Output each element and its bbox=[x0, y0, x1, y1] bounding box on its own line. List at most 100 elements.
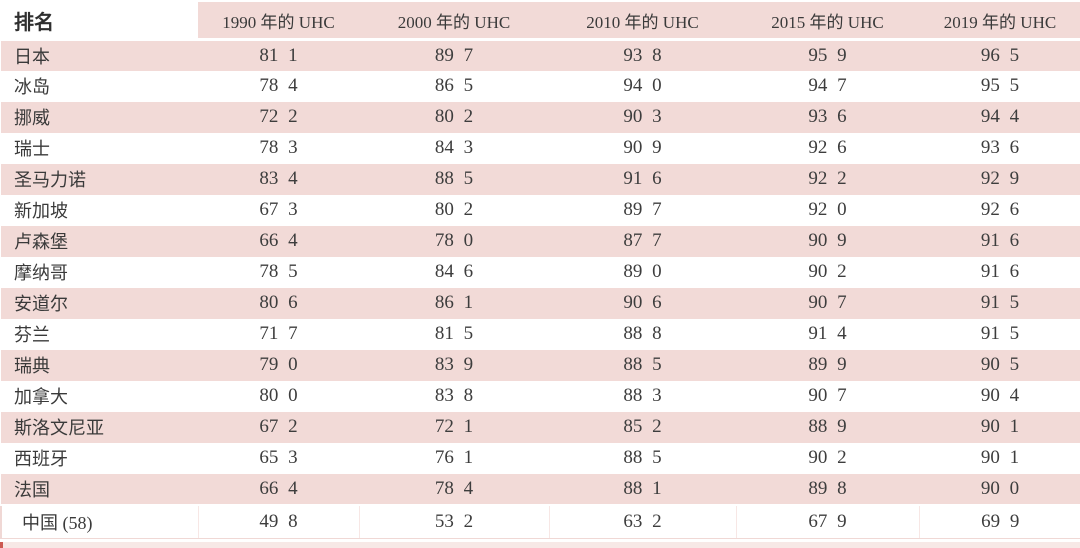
uhc-value-cell: 78 5 bbox=[198, 256, 359, 288]
uhc-value-cell: 84 3 bbox=[359, 132, 549, 164]
uhc-value-cell: 86 5 bbox=[359, 70, 549, 102]
uhc-value-cell: 76 1 bbox=[359, 442, 549, 474]
uhc-value-cell: 78 4 bbox=[198, 70, 359, 102]
country-cell: 卢森堡 bbox=[1, 225, 198, 257]
uhc-value-cell: 53 2 bbox=[358, 504, 549, 539]
table-row: 挪威 72 2 80 2 90 3 93 6 94 4 bbox=[1, 101, 1080, 133]
uhc-value-cell: 94 0 bbox=[549, 70, 736, 102]
uhc-value-cell: 83 4 bbox=[198, 163, 359, 195]
uhc-value-cell: 92 6 bbox=[736, 132, 919, 164]
uhc-value-cell: 83 8 bbox=[359, 380, 549, 412]
country-cell: 新加坡 bbox=[1, 194, 198, 226]
table-row: 瑞典 79 0 83 9 88 5 89 9 90 5 bbox=[1, 349, 1080, 381]
uhc-value-cell: 88 3 bbox=[549, 380, 736, 412]
year-header-2015: 2015 年的 UHC bbox=[736, 0, 919, 41]
uhc-value-cell: 88 9 bbox=[736, 411, 919, 443]
table-row: 瑞士 78 3 84 3 90 9 92 6 93 6 bbox=[1, 132, 1080, 164]
uhc-value-cell: 90 2 bbox=[736, 256, 919, 288]
country-cell: 法国 bbox=[1, 473, 198, 506]
uhc-value-cell: 80 0 bbox=[198, 380, 359, 412]
year-header-2010: 2010 年的 UHC bbox=[549, 0, 736, 41]
uhc-value-cell: 90 0 bbox=[919, 473, 1080, 506]
table-row: 中国 (58) 49 8 53 2 63 2 67 9 69 9 bbox=[0, 504, 1080, 539]
uhc-value-cell: 88 8 bbox=[549, 318, 736, 350]
uhc-value-cell: 93 8 bbox=[549, 39, 736, 71]
country-cell: 瑞典 bbox=[1, 349, 198, 381]
country-cell: 西班牙 bbox=[1, 442, 198, 474]
country-cell: 摩纳哥 bbox=[1, 256, 198, 288]
uhc-value-cell: 89 7 bbox=[359, 39, 549, 71]
bottom-strip bbox=[0, 542, 1080, 548]
uhc-value-cell: 90 7 bbox=[736, 287, 919, 319]
uhc-value-cell: 94 7 bbox=[736, 70, 919, 102]
table-row: 摩纳哥 78 5 84 6 89 0 90 2 91 6 bbox=[1, 256, 1080, 288]
rank-header-cell: 排名 bbox=[1, 0, 198, 41]
uhc-value-cell: 88 5 bbox=[549, 442, 736, 474]
uhc-value-cell: 91 6 bbox=[549, 163, 736, 195]
uhc-value-cell: 71 7 bbox=[198, 318, 359, 350]
uhc-value-cell: 79 0 bbox=[198, 349, 359, 381]
uhc-value-cell: 94 4 bbox=[919, 101, 1080, 133]
table-row: 法国 66 4 78 4 88 1 89 8 90 0 bbox=[1, 473, 1080, 506]
country-cell: 芬兰 bbox=[1, 318, 198, 350]
country-cell: 日本 bbox=[1, 39, 198, 71]
uhc-value-cell: 95 5 bbox=[919, 70, 1080, 102]
table-header: 排名 1990 年的 UHC 2000 年的 UHC 2010 年的 UHC 2… bbox=[1, 0, 1080, 41]
uhc-value-cell: 90 1 bbox=[919, 442, 1080, 474]
uhc-value-cell: 78 3 bbox=[198, 132, 359, 164]
uhc-value-cell: 78 4 bbox=[359, 473, 549, 506]
uhc-value-cell: 90 7 bbox=[736, 380, 919, 412]
uhc-value-cell: 67 3 bbox=[198, 194, 359, 226]
uhc-value-cell: 87 7 bbox=[549, 225, 736, 257]
year-header-1990: 1990 年的 UHC bbox=[198, 0, 359, 41]
table-row: 斯洛文尼亚 67 2 72 1 85 2 88 9 90 1 bbox=[1, 411, 1080, 443]
uhc-value-cell: 85 2 bbox=[549, 411, 736, 443]
header-row: 排名 1990 年的 UHC 2000 年的 UHC 2010 年的 UHC 2… bbox=[1, 0, 1080, 41]
country-cell: 瑞士 bbox=[1, 132, 198, 164]
uhc-value-cell: 90 9 bbox=[736, 225, 919, 257]
uhc-value-cell: 65 3 bbox=[198, 442, 359, 474]
uhc-value-cell: 81 1 bbox=[198, 39, 359, 71]
uhc-value-cell: 91 6 bbox=[919, 256, 1080, 288]
uhc-value-cell: 90 5 bbox=[919, 349, 1080, 381]
country-cell: 圣马力诺 bbox=[1, 163, 198, 195]
uhc-value-cell: 80 2 bbox=[359, 101, 549, 133]
country-cell: 斯洛文尼亚 bbox=[1, 411, 198, 443]
uhc-value-cell: 80 6 bbox=[198, 287, 359, 319]
uhc-value-cell: 93 6 bbox=[919, 132, 1080, 164]
uhc-value-cell: 67 9 bbox=[735, 504, 919, 539]
uhc-value-cell: 88 1 bbox=[549, 473, 736, 506]
year-header-2000: 2000 年的 UHC bbox=[359, 0, 549, 41]
uhc-value-cell: 83 9 bbox=[359, 349, 549, 381]
uhc-value-cell: 90 2 bbox=[736, 442, 919, 474]
uhc-value-cell: 69 9 bbox=[918, 504, 1080, 539]
country-cell: 安道尔 bbox=[1, 287, 198, 319]
uhc-value-cell: 90 3 bbox=[549, 101, 736, 133]
uhc-value-cell: 89 0 bbox=[549, 256, 736, 288]
uhc-value-cell: 91 5 bbox=[919, 287, 1080, 319]
red-mark bbox=[0, 542, 3, 548]
uhc-value-cell: 92 2 bbox=[736, 163, 919, 195]
table-row: 芬兰 71 7 81 5 88 8 91 4 91 5 bbox=[1, 318, 1080, 350]
table-row: 新加坡 67 3 80 2 89 7 92 0 92 6 bbox=[1, 194, 1080, 226]
uhc-value-cell: 95 9 bbox=[736, 39, 919, 71]
uhc-value-cell: 88 5 bbox=[359, 163, 549, 195]
uhc-value-cell: 49 8 bbox=[197, 504, 359, 539]
country-cell: 加拿大 bbox=[1, 380, 198, 412]
uhc-value-cell: 90 1 bbox=[919, 411, 1080, 443]
uhc-value-cell: 92 6 bbox=[919, 194, 1080, 226]
uhc-value-cell: 90 4 bbox=[919, 380, 1080, 412]
uhc-value-cell: 91 4 bbox=[736, 318, 919, 350]
uhc-value-cell: 92 9 bbox=[919, 163, 1080, 195]
uhc-value-cell: 88 5 bbox=[549, 349, 736, 381]
table-row: 加拿大 80 0 83 8 88 3 90 7 90 4 bbox=[1, 380, 1080, 412]
uhc-value-cell: 72 1 bbox=[359, 411, 549, 443]
uhc-value-cell: 67 2 bbox=[198, 411, 359, 443]
table-row: 西班牙 65 3 76 1 88 5 90 2 90 1 bbox=[1, 442, 1080, 474]
uhc-value-cell: 91 5 bbox=[919, 318, 1080, 350]
year-header-2019: 2019 年的 UHC bbox=[919, 0, 1080, 41]
uhc-value-cell: 92 0 bbox=[736, 194, 919, 226]
table-row: 卢森堡 66 4 78 0 87 7 90 9 91 6 bbox=[1, 225, 1080, 257]
uhc-value-cell: 78 0 bbox=[359, 225, 549, 257]
